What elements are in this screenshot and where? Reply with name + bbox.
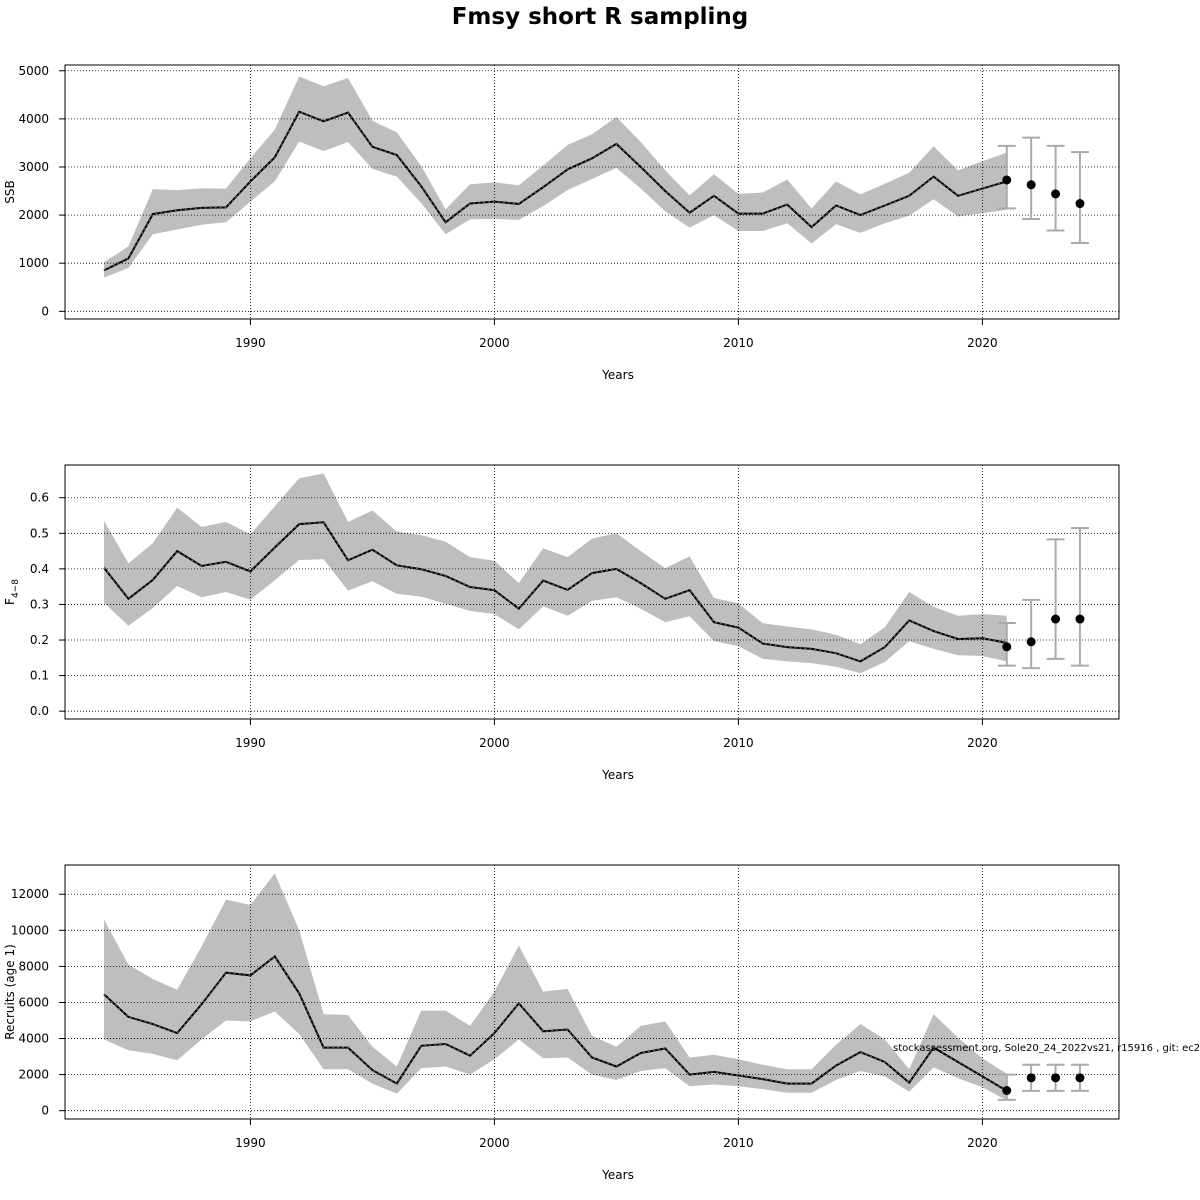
ssb-projection-point [1075, 199, 1085, 209]
recruits-y-tick-label: 4000 [18, 1032, 49, 1046]
fbar-y-tick-label: 0.2 [30, 633, 49, 647]
fbar-y-axis-title: F4−8 [3, 579, 21, 605]
recruits-projection-point [1075, 1073, 1085, 1083]
fbar-y-tick-label: 0.5 [30, 526, 49, 540]
fbar-x-tick-label: 2010 [723, 736, 754, 750]
fbar-y-tick-label: 0.3 [30, 597, 49, 611]
recruits-y-tick-label: 2000 [18, 1068, 49, 1082]
fbar-y-tick-label: 0.0 [30, 704, 49, 718]
ssb-confidence-band [104, 76, 1007, 278]
ssb-projection-point [1002, 175, 1012, 185]
ssb-y-tick-label: 4000 [18, 112, 49, 126]
fbar-y-axis-subscript: 4−8 [11, 579, 21, 598]
panel-recruits: 1990 2000 2010 2020 0 2000 4000 6000 8000 10000 12… [3, 864, 1120, 1182]
ssb-y-tick-label: 3000 [18, 160, 49, 174]
footnote: stockassessment.org, Sole20_24_2022vs21,… [893, 1043, 1200, 1054]
panel-ssb: 1990 2000 2010 2020 0 1000 2000 3000 4000 5000 Yea… [3, 64, 1120, 382]
fbar-y-tick-label: 0.1 [30, 669, 49, 683]
fbar-projection-point [1075, 614, 1085, 624]
ssb-projection-point [1026, 180, 1036, 190]
recruits-x-tick-label: 2020 [967, 1136, 998, 1150]
figure-title: Fmsy short R sampling [452, 4, 749, 30]
fbar-plot-frame [64, 464, 1120, 720]
recruits-x-tick-label: 1990 [235, 1136, 266, 1150]
ssb-x-tick-label: 2000 [479, 336, 510, 350]
recruits-y-tick-label: 8000 [18, 959, 49, 973]
recruits-x-tick-label: 2000 [479, 1136, 510, 1150]
ssb-plot-frame [64, 64, 1120, 320]
recruits-projection-point [1051, 1073, 1061, 1083]
ssb-x-tick-label: 2010 [723, 336, 754, 350]
recruits-y-tick-label: 6000 [18, 995, 49, 1009]
fbar-confidence-band [104, 473, 1007, 674]
ssb-y-tick-label: 2000 [18, 208, 49, 222]
recruits-projection-point [1026, 1073, 1036, 1083]
ssb-x-tick-label: 1990 [235, 336, 266, 350]
fbar-projection-point [1026, 637, 1036, 647]
recruits-confidence-band [104, 873, 1007, 1101]
fbar-x-tick-label: 2020 [967, 736, 998, 750]
ssb-y-axis-title: SSB [3, 180, 17, 203]
recruits-projection-point [1002, 1085, 1012, 1095]
fbar-projection-point [1051, 614, 1061, 624]
recruits-y-tick-label: 12000 [11, 887, 49, 901]
ssb-estimate-dash [103, 111, 1007, 271]
fbar-y-tick-label: 0.6 [30, 491, 49, 505]
fbar-projection-point [1002, 642, 1012, 652]
ssb-y-tick-label: 1000 [18, 256, 49, 270]
panel-fbar: 1990 2000 2010 2020 0.0 0.1 0.2 0.3 0.4 0.5 0.6 Yea… [3, 464, 1120, 782]
fbar-x-axis-title: Years [601, 768, 634, 782]
recruits-y-tick-label: 0 [41, 1104, 49, 1118]
recruits-estimate-line [103, 955, 1008, 1092]
fbar-x-tick-label: 1990 [235, 736, 266, 750]
fbar-y-tick-label: 0.4 [30, 562, 49, 576]
ssb-y-tick-label: 0 [41, 304, 49, 318]
ssb-y-tick-label: 5000 [18, 64, 49, 78]
ssb-x-axis-title: Years [601, 368, 634, 382]
recruits-y-axis-title: Recruits (age 1) [3, 944, 17, 1040]
ssb-projection-point [1051, 189, 1061, 199]
panels: 1990 2000 2010 2020 0 1000 2000 3000 4000 5000 Yea… [3, 64, 1120, 1182]
fbar-estimate-line [103, 521, 1007, 663]
fbar-x-tick-label: 2000 [479, 736, 510, 750]
recruits-plot-frame [64, 864, 1120, 1120]
recruits-x-tick-label: 2010 [723, 1136, 754, 1150]
recruits-x-axis-title: Years [601, 1168, 634, 1182]
recruits-y-tick-label: 10000 [11, 923, 49, 937]
ssb-x-tick-label: 2020 [967, 336, 998, 350]
